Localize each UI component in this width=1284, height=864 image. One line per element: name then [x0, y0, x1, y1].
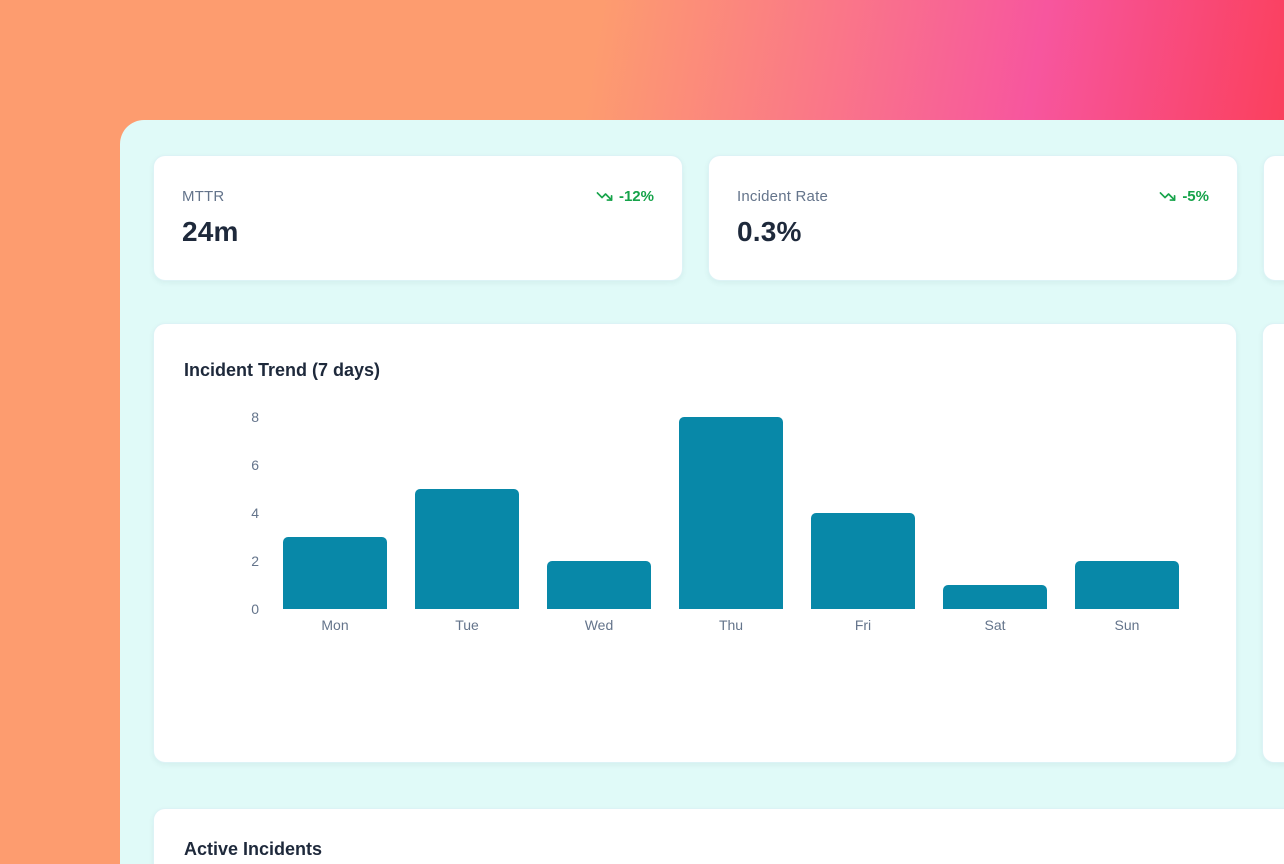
- charts-row: Incident Trend (7 days) 0 2 4 6 8 Mon Tue Wed T…: [153, 323, 1284, 763]
- x-axis-label: Tue: [455, 617, 479, 633]
- chart-bar-tue[interactable]: [415, 489, 519, 609]
- chart-card-partial: [1262, 323, 1284, 763]
- stat-cards-row: MTTR -12% 24m Incident Rate: [153, 155, 1284, 281]
- y-axis-tick: 6: [251, 457, 259, 473]
- chart-bar-fri[interactable]: [811, 513, 915, 609]
- stat-trend-value: -5%: [1182, 188, 1209, 205]
- dashboard-panel: MTTR -12% 24m Incident Rate: [120, 120, 1284, 864]
- stat-card-mttr: MTTR -12% 24m: [153, 155, 683, 281]
- incident-trend-chart-card: Incident Trend (7 days) 0 2 4 6 8 Mon Tue Wed T…: [153, 323, 1237, 763]
- bar-chart: 0 2 4 6 8 Mon Tue Wed Thu Fri Sat Sun: [184, 409, 1208, 633]
- y-axis-tick: 4: [251, 505, 259, 521]
- stat-label: Incident Rate: [737, 188, 828, 205]
- active-incidents-row: Active Incidents: [153, 808, 1284, 864]
- chart-bar-mon[interactable]: [283, 537, 387, 609]
- x-axis-label: Sat: [984, 617, 1006, 633]
- trending-down-icon: [1159, 188, 1176, 205]
- chart-title: Incident Trend (7 days): [184, 360, 381, 380]
- stat-card-header: MTTR -12%: [182, 188, 654, 205]
- chart-bar-sat[interactable]: [943, 585, 1047, 609]
- chart-plot-area: [283, 417, 1179, 609]
- y-axis-tick: 8: [251, 409, 259, 425]
- stat-trend: -5%: [1159, 188, 1209, 205]
- stat-card-header: Incident Rate -5%: [737, 188, 1209, 205]
- chart-bar-sun[interactable]: [1075, 561, 1179, 609]
- y-axis-tick: 0: [251, 601, 259, 617]
- stat-trend: -12%: [596, 188, 654, 205]
- active-incidents-card: Active Incidents: [153, 808, 1284, 864]
- stat-trend-value: -12%: [618, 188, 654, 205]
- x-axis-label: Wed: [584, 617, 614, 633]
- stat-value: 24m: [182, 216, 239, 247]
- stat-label: MTTR: [182, 188, 225, 205]
- y-axis-tick: 2: [251, 553, 259, 569]
- x-axis-label: Fri: [854, 617, 872, 633]
- x-axis-label: Thu: [718, 617, 744, 633]
- x-axis-label: Sun: [1114, 617, 1140, 633]
- stat-value: 0.3%: [737, 216, 802, 247]
- active-incidents-title: Active Incidents: [184, 839, 323, 859]
- chart-y-axis: 0 2 4 6 8: [184, 409, 259, 617]
- chart-bar-thu[interactable]: [679, 417, 783, 609]
- x-axis-label: Mon: [321, 617, 349, 633]
- trending-down-icon: [596, 188, 613, 205]
- stat-card-partial: [1263, 155, 1284, 281]
- stat-card-incident-rate: Incident Rate -5% 0.3%: [708, 155, 1238, 281]
- chart-x-axis: Mon Tue Wed Thu Fri Sat Sun: [283, 617, 1208, 633]
- chart-bar-wed[interactable]: [547, 561, 651, 609]
